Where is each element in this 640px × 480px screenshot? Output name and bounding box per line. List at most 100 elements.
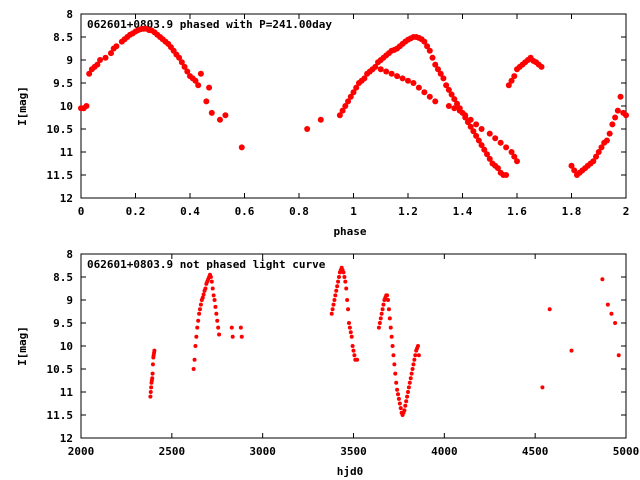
y-tick-label: 9.5 <box>53 77 73 90</box>
data-point <box>432 98 439 105</box>
data-point <box>203 286 208 291</box>
data-point <box>503 144 510 151</box>
data-point <box>150 362 155 367</box>
x-tick-label: 0.2 <box>126 205 146 218</box>
data-point <box>454 100 461 107</box>
data-point <box>415 84 422 91</box>
data-point <box>347 93 354 100</box>
chart-title: 062601+0803.9 not phased light curve <box>87 258 326 271</box>
y-tick-label: 11.5 <box>47 169 74 182</box>
data-point <box>399 75 406 82</box>
data-point <box>304 126 311 132</box>
data-point <box>609 311 614 316</box>
data-point <box>197 311 202 316</box>
data-point <box>386 307 391 312</box>
data-point <box>216 325 221 330</box>
data-point <box>409 371 414 376</box>
x-tick-label: 2500 <box>159 445 186 458</box>
data-point <box>421 89 428 96</box>
data-point <box>440 75 447 82</box>
x-tick-label: 0.6 <box>235 205 255 218</box>
data-point <box>451 105 458 112</box>
data-point <box>83 103 90 109</box>
data-point <box>208 275 213 279</box>
data-point <box>411 362 416 367</box>
data-point <box>391 353 396 358</box>
data-point <box>345 298 350 302</box>
data-point <box>617 93 624 100</box>
x-tick-label: 5000 <box>613 445 640 458</box>
data-point <box>390 344 395 348</box>
data-point <box>209 279 214 284</box>
data-point <box>421 38 428 45</box>
data-point <box>150 376 155 381</box>
data-point <box>540 385 545 390</box>
data-point <box>456 107 463 114</box>
data-point <box>568 162 575 169</box>
data-point <box>492 135 499 142</box>
data-point <box>603 137 610 144</box>
data-point <box>210 286 215 291</box>
data-point <box>445 103 452 109</box>
y-tick-label: 10 <box>60 100 73 113</box>
data-point <box>376 325 381 330</box>
data-point <box>330 307 335 312</box>
data-point <box>416 353 421 358</box>
data-point <box>616 353 621 358</box>
data-point <box>206 84 213 91</box>
y-tick-label: 8 <box>66 248 73 261</box>
data-point <box>381 302 386 307</box>
y-tick-label: 8.5 <box>53 271 73 284</box>
data-point <box>215 318 220 323</box>
data-point <box>508 77 515 84</box>
data-point <box>609 121 616 128</box>
data-point <box>196 318 201 323</box>
y-axis-label: I[mag] <box>16 326 29 366</box>
data-point <box>475 137 482 144</box>
data-point <box>352 353 357 358</box>
data-point <box>214 311 219 316</box>
data-point <box>606 130 613 137</box>
data-point <box>486 155 493 162</box>
data-point <box>347 325 352 330</box>
data-point <box>389 334 394 339</box>
data-point <box>432 61 439 68</box>
data-point <box>386 298 391 302</box>
data-point <box>336 275 341 279</box>
data-point <box>429 54 436 61</box>
data-point <box>150 371 155 376</box>
y-tick-label: 10 <box>60 340 73 353</box>
data-point <box>398 406 403 411</box>
data-point <box>408 376 413 381</box>
data-point <box>593 153 600 160</box>
data-point <box>413 353 418 358</box>
data-point <box>462 112 469 119</box>
y-axis-label: I[mag] <box>16 86 29 126</box>
data-point <box>350 344 355 348</box>
data-point <box>195 325 200 330</box>
data-point <box>394 380 399 385</box>
data-point <box>176 54 183 61</box>
data-point <box>598 144 605 151</box>
x-tick-label: 0 <box>78 205 85 218</box>
data-point <box>372 63 379 70</box>
data-point <box>197 307 202 312</box>
data-point <box>198 302 203 307</box>
data-point <box>148 394 153 399</box>
data-point <box>353 84 360 91</box>
data-point <box>613 321 618 325</box>
data-point <box>333 293 338 298</box>
data-point <box>184 68 191 75</box>
data-point <box>397 401 402 406</box>
data-point <box>478 142 485 149</box>
data-point <box>238 144 245 151</box>
y-tick-label: 11 <box>60 146 74 159</box>
data-point <box>348 330 353 335</box>
x-tick-label: 3500 <box>340 445 367 458</box>
data-point <box>350 89 357 96</box>
x-tick-label: 4000 <box>431 445 458 458</box>
x-tick-label: 0.4 <box>180 205 200 218</box>
data-point <box>380 307 385 312</box>
data-point <box>329 311 334 316</box>
x-axis-label: phase <box>333 225 366 238</box>
